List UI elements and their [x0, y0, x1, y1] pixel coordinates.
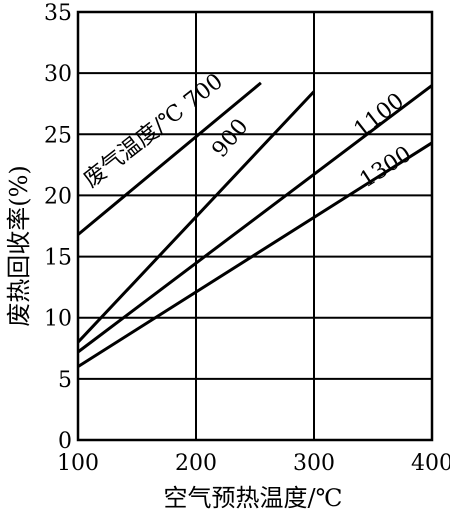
x-tick-labels: 100 200 300 400 [57, 451, 450, 476]
x-tick-label-0: 100 [57, 451, 99, 476]
y-tick-label-3: 15 [44, 246, 72, 271]
series-label-1300: 1300 [356, 142, 417, 193]
y-tick-label-4: 20 [44, 184, 72, 209]
x-tick-label-1: 200 [175, 451, 217, 476]
series-line-1300 [77, 141, 433, 368]
x-tick-label-2: 300 [293, 451, 335, 476]
y-tick-label-5: 25 [44, 123, 72, 148]
y-tick-label-7: 35 [44, 1, 72, 26]
y-tick-labels: 0 5 10 15 20 25 30 35 [44, 1, 72, 454]
series-line-1100 [77, 84, 433, 354]
series-lines [76, 81, 433, 368]
plot-frame [76, 10, 434, 442]
y-tick-label-2: 10 [44, 307, 72, 332]
y-tick-label-6: 30 [44, 62, 72, 87]
plot-border [76, 10, 434, 442]
series-line-900 [76, 90, 316, 344]
series-line-700 [77, 81, 262, 236]
y-axis-title: 废热回收率(%) [5, 165, 33, 327]
y-tick-label-0: 0 [58, 429, 72, 454]
y-tick-label-1: 5 [58, 368, 72, 393]
x-axis-title: 空气预热温度/℃ [164, 484, 343, 512]
series-label-700: 废气温度/℃ 700 [79, 69, 228, 193]
x-tick-label-3: 400 [411, 451, 450, 476]
grid-lines [77, 11, 433, 441]
